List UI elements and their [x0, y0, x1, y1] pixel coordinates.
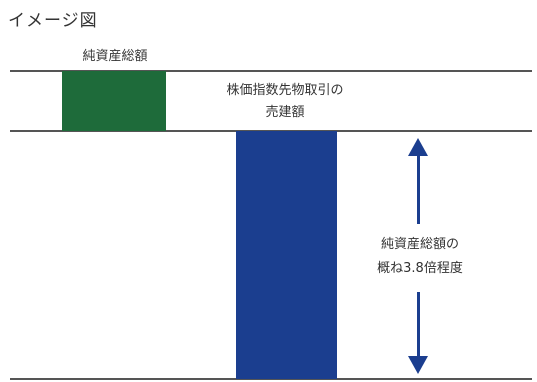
arrow-up-head	[408, 138, 428, 156]
diagram-title: イメージ図	[8, 11, 98, 31]
ratio-label-line1: 純資産総額の	[380, 237, 459, 252]
arrow-shaft-lower	[417, 292, 420, 356]
futures-label-line1: 株価指数先物取引の	[226, 83, 344, 98]
futures-label-line2: 売建額	[265, 105, 305, 120]
arrow-down-head	[408, 356, 428, 374]
ratio-label-line2: 概ね3.8倍程度	[377, 261, 463, 276]
net-assets-label: 純資産総額	[82, 49, 148, 64]
bottom-baseline	[10, 378, 532, 380]
arrow-shaft-upper	[417, 154, 420, 224]
futures-short-bar	[236, 131, 337, 379]
top-baseline	[10, 70, 532, 72]
net-assets-bar	[62, 71, 166, 131]
